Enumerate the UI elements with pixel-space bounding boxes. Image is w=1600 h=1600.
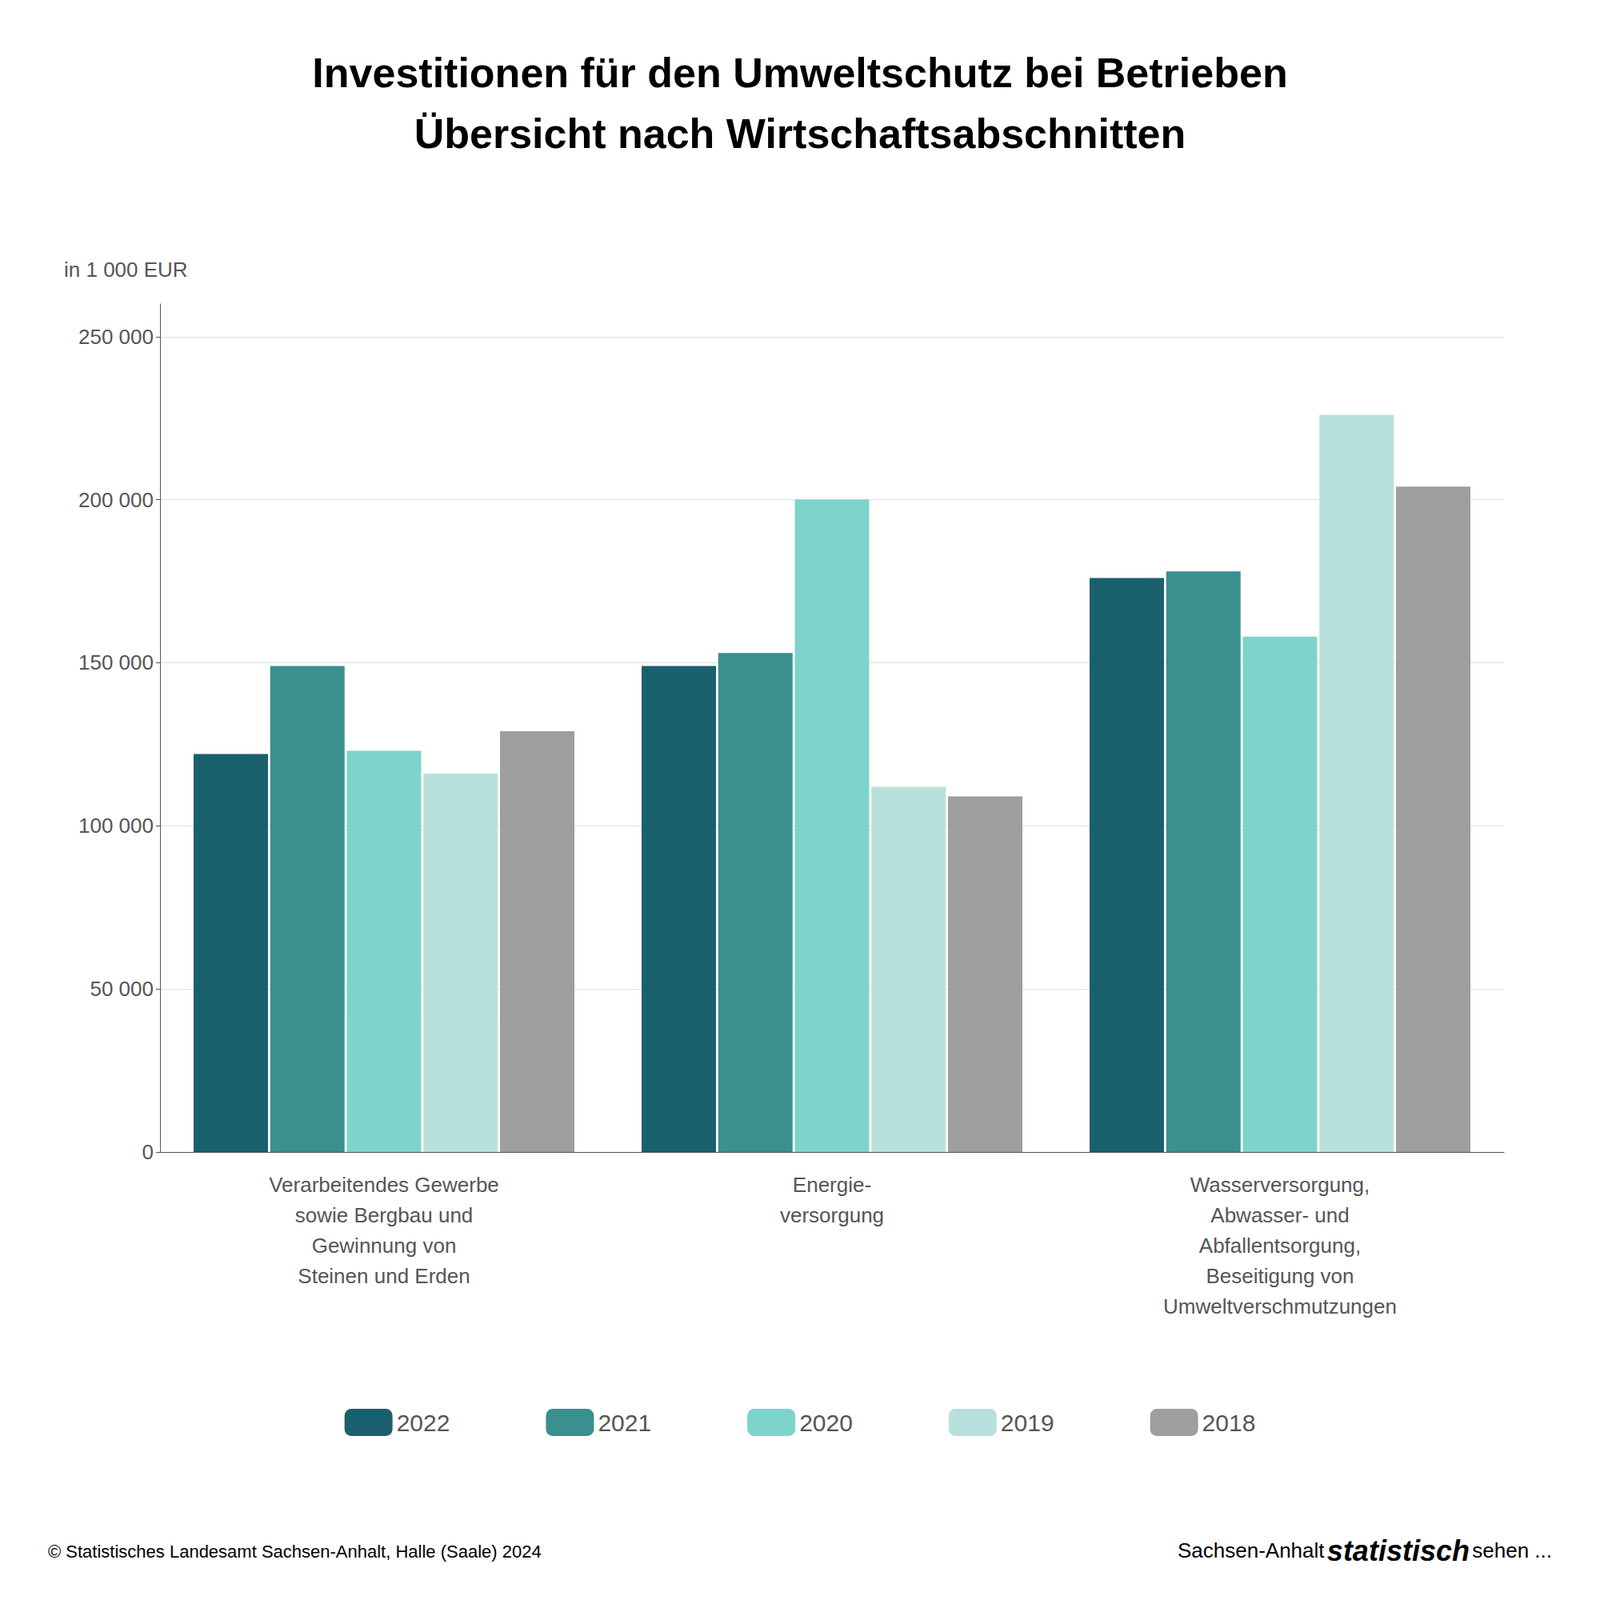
- svg-text:Abwasser- und: Abwasser- und: [1210, 1203, 1349, 1228]
- svg-text:Investitionen für den Umweltsc: Investitionen für den Umweltschutz bei B…: [312, 49, 1288, 96]
- svg-text:Übersicht nach Wirtschaftsabsc: Übersicht nach Wirtschaftsabschnitten: [414, 110, 1187, 157]
- svg-text:2019: 2019: [1000, 1409, 1055, 1436]
- svg-text:250 000: 250 000: [78, 324, 154, 349]
- svg-text:0: 0: [142, 1140, 154, 1164]
- svg-text:Steinen und Erden: Steinen und Erden: [297, 1264, 470, 1288]
- svg-text:50 000: 50 000: [89, 976, 154, 1001]
- svg-text:Umweltverschmutzungen: Umweltverschmutzungen: [1163, 1294, 1397, 1319]
- svg-text:150 000: 150 000: [78, 650, 154, 675]
- svg-text:sehen ...: sehen ...: [1472, 1538, 1552, 1563]
- svg-text:© Statistisches Landesamt Sach: © Statistisches Landesamt Sachsen-Anhalt…: [48, 1541, 542, 1562]
- svg-text:Gewinnung von: Gewinnung von: [312, 1233, 457, 1258]
- svg-text:Sachsen-Anhalt: Sachsen-Anhalt: [1177, 1538, 1325, 1563]
- svg-text:100 000: 100 000: [78, 813, 154, 838]
- svg-text:2021: 2021: [597, 1409, 652, 1436]
- svg-text:Wasserversorgung,: Wasserversorgung,: [1190, 1172, 1370, 1197]
- svg-text:2022: 2022: [396, 1409, 451, 1436]
- svg-text:statistisch: statistisch: [1327, 1534, 1470, 1568]
- svg-text:2020: 2020: [799, 1409, 853, 1436]
- svg-text:Energie-: Energie-: [792, 1172, 872, 1197]
- svg-text:Beseitigung von: Beseitigung von: [1205, 1264, 1354, 1288]
- svg-text:sowie Bergbau und: sowie Bergbau und: [295, 1203, 474, 1228]
- svg-text:Abfallentsorgung,: Abfallentsorgung,: [1199, 1233, 1361, 1258]
- svg-text:2018: 2018: [1202, 1409, 1256, 1436]
- svg-text:Verarbeitendes Gewerbe: Verarbeitendes Gewerbe: [268, 1172, 500, 1197]
- svg-text:versorgung: versorgung: [780, 1203, 884, 1228]
- svg-text:200 000: 200 000: [78, 488, 154, 512]
- svg-text:in 1 000 EUR: in 1 000 EUR: [64, 257, 188, 282]
